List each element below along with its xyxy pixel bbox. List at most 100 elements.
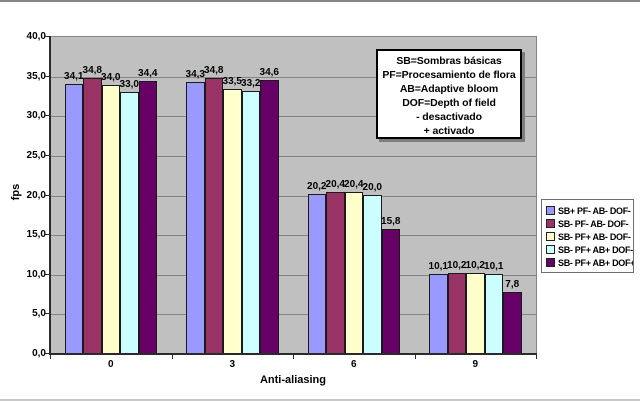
bar-series4-aa3 [241, 91, 260, 354]
bar-series1-aa3 [186, 82, 205, 354]
bar-value-label: 10,1 [428, 261, 448, 272]
legend-swatch [546, 232, 555, 241]
bar-value-label: 20,2 [307, 181, 327, 192]
annotation-line: DOF=Depth of field [402, 97, 496, 109]
bar-series2-aa3 [204, 78, 223, 354]
gridline [50, 155, 536, 157]
bar-value-label: 34,8 [82, 65, 102, 76]
x-tick-mark [536, 355, 537, 359]
x-axis-line [49, 353, 537, 355]
y-tick-mark [45, 313, 50, 315]
gridline [50, 195, 536, 197]
y-axis-line [49, 36, 51, 354]
y-tick-label: 20,0 [26, 189, 46, 201]
bar-value-label: 10,2 [465, 260, 485, 271]
bar-series5-aa9 [503, 292, 522, 354]
bar-value-label: 34,4 [138, 68, 158, 79]
bar-series2-aa0 [83, 78, 102, 354]
legend-item-1: SB+ PF- AB- DOF- [546, 204, 633, 217]
bar-series1-aa9 [429, 274, 448, 354]
bar-value-label: 34,6 [259, 67, 279, 78]
legend-swatch [546, 258, 555, 267]
annotation-line: AB=Adaptive bloom [399, 83, 499, 95]
gridline [50, 314, 536, 316]
gridline [50, 235, 536, 237]
x-category-label: 6 [350, 359, 357, 370]
x-tick-mark [50, 355, 51, 359]
legend-swatch [546, 219, 555, 228]
legend: SB+ PF- AB- DOF- SB- PF- AB- DOF- SB- PF+ … [541, 199, 634, 273]
x-tick-mark [171, 355, 173, 359]
bar-value-label: 34,1 [64, 71, 84, 82]
legend-swatch [546, 206, 555, 215]
y-tick-label: 0,0 [32, 348, 46, 359]
bar-series3-aa3 [223, 89, 242, 354]
legend-label: SB- PF+ AB+ DOF+ [558, 257, 633, 268]
annotation-box: SB=Sombras básicas PF=Procesamiento de f… [376, 49, 522, 139]
bar-value-label: 15,8 [381, 216, 401, 227]
y-tick-mark [45, 75, 50, 77]
bar-series3-aa6 [344, 192, 363, 354]
x-category-label: 3 [229, 359, 236, 370]
y-tick-label: 40,0 [26, 31, 46, 42]
bar-series4-aa0 [120, 92, 139, 354]
bar-series2-aa9 [447, 273, 466, 354]
bar-value-label: 34,3 [185, 69, 205, 80]
frame-top-edge [0, 0, 640, 2]
bar-series1-aa6 [307, 194, 326, 354]
y-axis-title: fps [10, 183, 22, 201]
y-tick-label: 5,0 [32, 308, 46, 320]
y-tick-label: 35,0 [26, 70, 46, 82]
x-tick-mark [293, 355, 294, 359]
frame-bottom-edge [0, 399, 640, 401]
gridline [50, 76, 536, 78]
bar-value-label: 34,8 [204, 65, 224, 76]
bar-series1-aa0 [64, 84, 83, 354]
y-tick-mark [45, 234, 50, 236]
bar-value-label: 10,1 [484, 261, 504, 272]
legend-label: SB- PF+ AB- DOF- [558, 231, 631, 242]
y-tick-mark [45, 273, 50, 275]
bar-series2-aa6 [326, 192, 345, 354]
y-tick-label: 30,0 [26, 110, 46, 122]
bar-series3-aa9 [466, 273, 485, 354]
legend-item-5: SB- PF+ AB+ DOF+ [546, 256, 633, 269]
legend-item-2: SB- PF- AB- DOF- [546, 217, 633, 230]
bar-value-label: 10,2 [447, 260, 467, 271]
bar-series5-aa0 [138, 81, 157, 354]
x-category-label: 9 [472, 359, 479, 370]
bar-value-label: 33,0 [119, 79, 139, 90]
bar-value-label: 20,4 [344, 179, 364, 190]
y-tick-label: 10,0 [26, 268, 46, 280]
gridline [50, 274, 536, 276]
legend-item-3: SB- PF+ AB- DOF- [546, 230, 633, 243]
y-tick-mark [45, 36, 50, 37]
bar-value-label: 20,4 [325, 179, 345, 190]
legend-label: SB+ PF- AB- DOF- [558, 205, 631, 216]
y-tick-mark [45, 353, 50, 354]
legend-label: SB- PF- AB- DOF- [558, 218, 629, 229]
legend-swatch [546, 245, 555, 254]
y-tick-mark [45, 194, 50, 196]
annotation-line: - desactivado [416, 111, 482, 123]
legend-item-4: SB- PF+ AB+ DOF- [546, 243, 633, 256]
bar-series5-aa3 [260, 80, 279, 354]
y-tick-label: 15,0 [26, 229, 46, 241]
bar-value-label: 20,0 [362, 182, 382, 193]
bar-value-label: 7,8 [505, 279, 520, 290]
bar-series5-aa6 [381, 229, 400, 354]
annotation-line: + activado [423, 125, 475, 137]
bar-series3-aa0 [101, 85, 120, 354]
y-tick-label: 25,0 [26, 149, 46, 161]
bar-value-label: 34,0 [101, 72, 121, 83]
x-category-label: 0 [107, 359, 114, 370]
x-tick-mark [414, 355, 416, 359]
annotation-line: PF=Procesamiento de flora [382, 69, 516, 81]
bar-value-label: 33,5 [222, 76, 242, 87]
annotation-line: SB=Sombras básicas [396, 55, 502, 67]
bar-value-label: 33,2 [241, 78, 261, 89]
y-tick-mark [45, 115, 50, 117]
gridline [50, 116, 536, 118]
legend-label: SB- PF+ AB+ DOF- [558, 244, 633, 255]
